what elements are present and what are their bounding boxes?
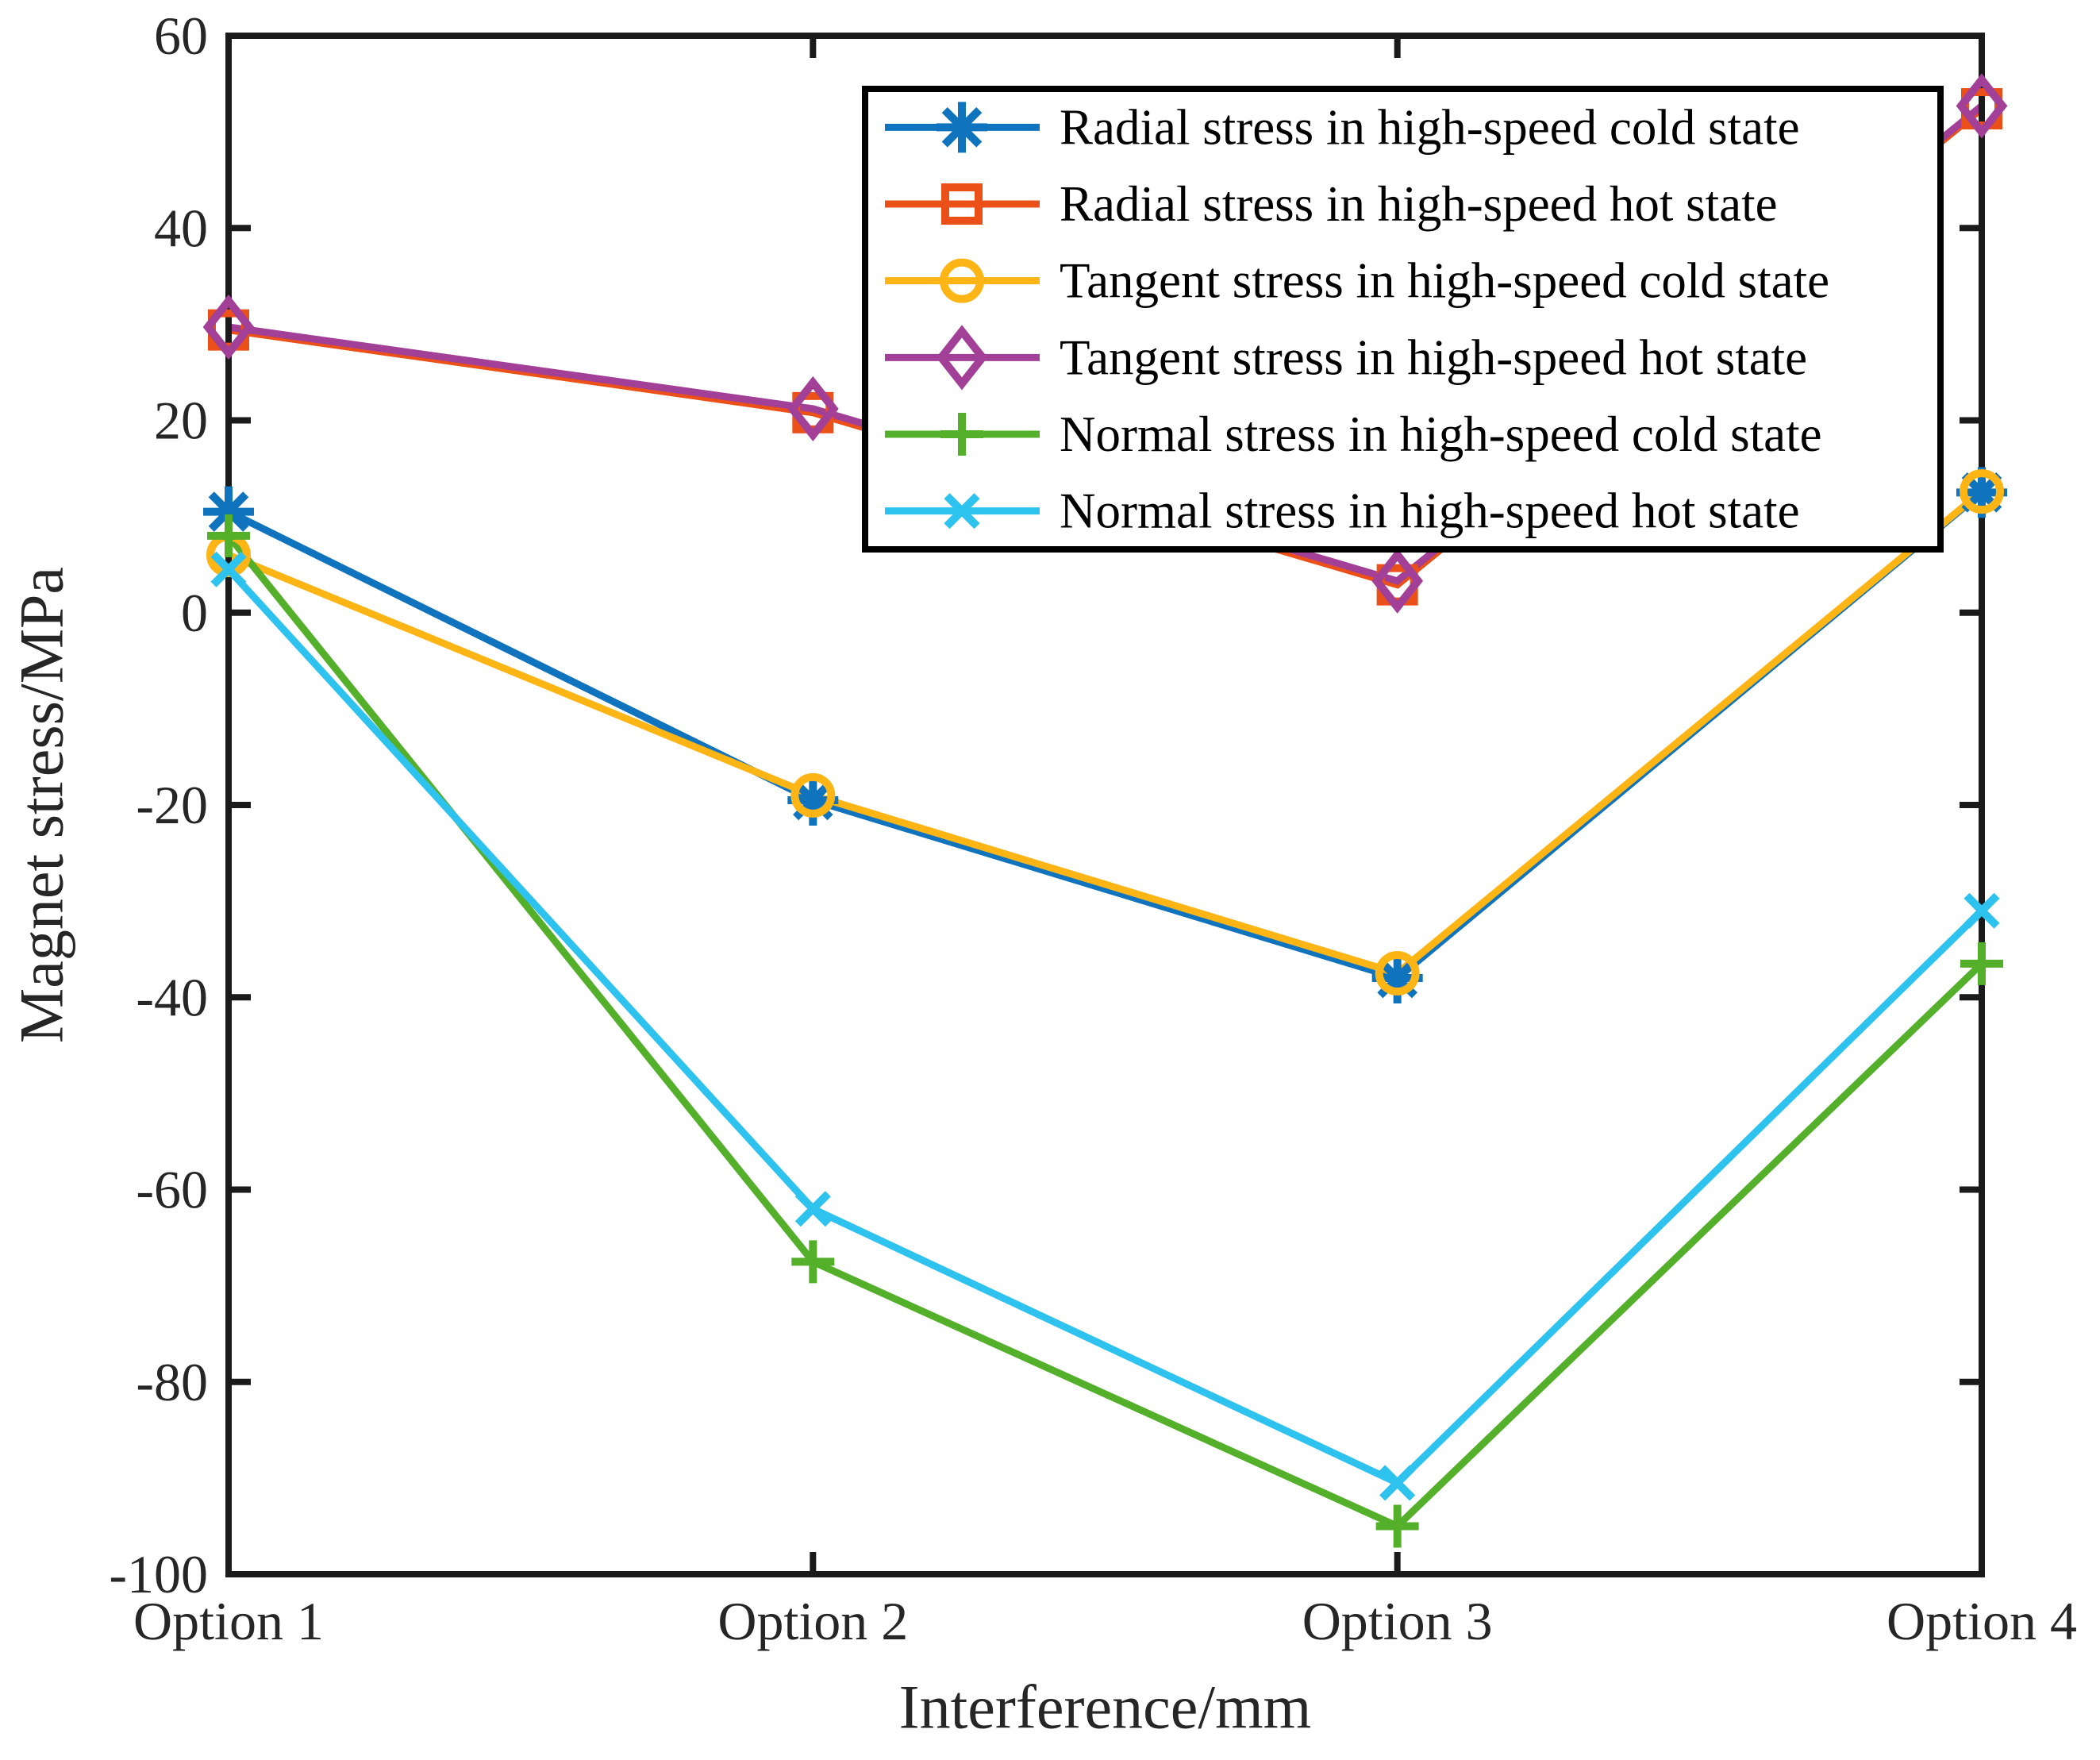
y-tick-label: 0 [181, 583, 208, 643]
series-line-4 [225, 533, 1985, 1531]
legend-entry-label: Radial stress in high-speed hot state [1060, 176, 1778, 232]
square-marker [941, 183, 983, 225]
legend-entry-label: Radial stress in high-speed cold state [1060, 99, 1800, 155]
legend-entry: Tangent stress in high-speed cold state [885, 253, 1829, 309]
asterisk-marker-stroke [941, 107, 983, 148]
series-markers-5 [210, 551, 2000, 1501]
legend-entry: Normal stress in high-speed cold state [885, 406, 1822, 462]
diamond-marker [202, 294, 255, 360]
y-tick-label: -100 [109, 1544, 208, 1604]
y-tick-label: 20 [154, 391, 208, 451]
series-markers-3 [202, 73, 2008, 614]
legend-entry: Tangent stress in high-speed hot state [885, 325, 1807, 391]
asterisk-marker-stroke [208, 491, 249, 532]
legend: Radial stress in high-speed cold state Ra… [862, 86, 1944, 553]
legend-entry-label: Normal stress in high-speed hot state [1060, 483, 1800, 539]
legend-entry-label: Tangent stress in high-speed hot state [1060, 329, 1807, 385]
legend-entry-label: Tangent stress in high-speed cold state [1060, 253, 1829, 309]
x-marker-stroke [1379, 1465, 1416, 1501]
x-tick-label: Option 1 [133, 1591, 324, 1651]
legend-entry-label: Normal stress in high-speed cold state [1060, 406, 1822, 462]
x-tick-label: Option 4 [1887, 1591, 2077, 1651]
legend-entry: Normal stress in high-speed hot state [885, 483, 1800, 539]
y-axis-title: Magnet stress/MPa [7, 567, 76, 1043]
x-marker-stroke [210, 551, 247, 587]
x-marker-stroke [1963, 892, 2000, 929]
x-tick-label: Option 2 [717, 1591, 908, 1651]
diamond-marker [787, 375, 839, 442]
series-line-5 [225, 567, 1985, 1488]
x-marker-stroke [944, 493, 980, 530]
y-tick-label: -60 [136, 1160, 208, 1220]
legend-entry: Radial stress in high-speed hot state [885, 176, 1778, 232]
legend-box [862, 86, 1944, 553]
axes [225, 33, 1985, 1577]
diamond-marker [1371, 548, 1424, 614]
legend-entry: Radial stress in high-speed cold state [885, 99, 1800, 155]
diamond-marker [1956, 73, 2008, 139]
diamond-marker [936, 325, 988, 391]
circle-marker [790, 772, 836, 818]
y-tick-label: 40 [154, 198, 208, 258]
circle-marker [940, 258, 984, 303]
y-tick-label: -80 [136, 1352, 208, 1412]
series-markers [202, 73, 2008, 1548]
x-axis-title: Interference/mm [899, 1673, 1312, 1742]
x-marker-stroke [794, 1191, 831, 1227]
y-tick-label: 60 [154, 6, 208, 66]
circle-marker [1960, 469, 2004, 514]
circle-marker [1375, 950, 1420, 996]
series-markers-4 [207, 514, 2003, 1548]
y-tick-label: -20 [136, 775, 208, 835]
series-line-2 [227, 488, 1984, 977]
x-tick-label: Option 3 [1302, 1591, 1493, 1651]
y-tick-label: -40 [136, 967, 208, 1027]
